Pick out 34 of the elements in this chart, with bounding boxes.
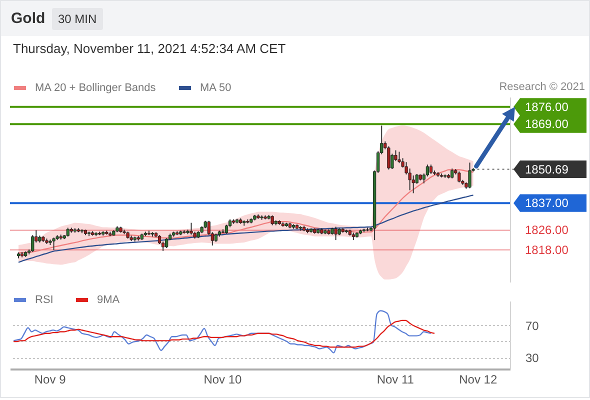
candlestick	[450, 168, 454, 179]
text: Research © 2021	[499, 80, 585, 94]
x-tick-label: Nov 12	[459, 372, 498, 386]
candlestick	[165, 238, 168, 248]
y-tick-label: 70	[526, 318, 540, 333]
legend-label: MA 20 + Bollinger Bands	[35, 82, 156, 94]
candlestick	[190, 222, 193, 236]
y-tick-label: 1818.00	[525, 242, 569, 257]
chart-subtitle: Thursday, November 11, 2021 4:52:34 AM CET	[13, 41, 286, 57]
line-series	[18, 194, 474, 263]
y-tick-label: 1869.00	[525, 117, 569, 132]
text: 30 MIN	[52, 8, 103, 30]
legend-label: RSI	[35, 294, 54, 306]
candlestick	[334, 226, 338, 241]
legend-label: 9MA	[97, 294, 120, 306]
y-tick-label: 30	[526, 351, 540, 366]
y-tick-label: 1850.69	[525, 162, 569, 176]
candlestick	[468, 162, 472, 189]
candlestick	[52, 237, 56, 250]
line-series	[12, 320, 436, 348]
chart-title: Gold	[11, 10, 46, 28]
candlestick	[387, 146, 390, 170]
line-series	[12, 310, 432, 354]
x-tick-label: Nov 9	[34, 372, 66, 386]
legend-label: MA 50	[200, 82, 232, 94]
candlestick	[429, 164, 433, 174]
x-tick-label: Nov 10	[204, 372, 242, 386]
x-tick-label: Nov 11	[376, 372, 414, 386]
y-tick-label: 1837.00	[525, 196, 569, 210]
candlestick	[398, 151, 401, 164]
y-tick-label: 1826.00	[525, 223, 569, 238]
candlestick	[458, 170, 461, 183]
candlestick	[270, 214, 274, 226]
y-tick-label: 1876.00	[525, 100, 569, 114]
